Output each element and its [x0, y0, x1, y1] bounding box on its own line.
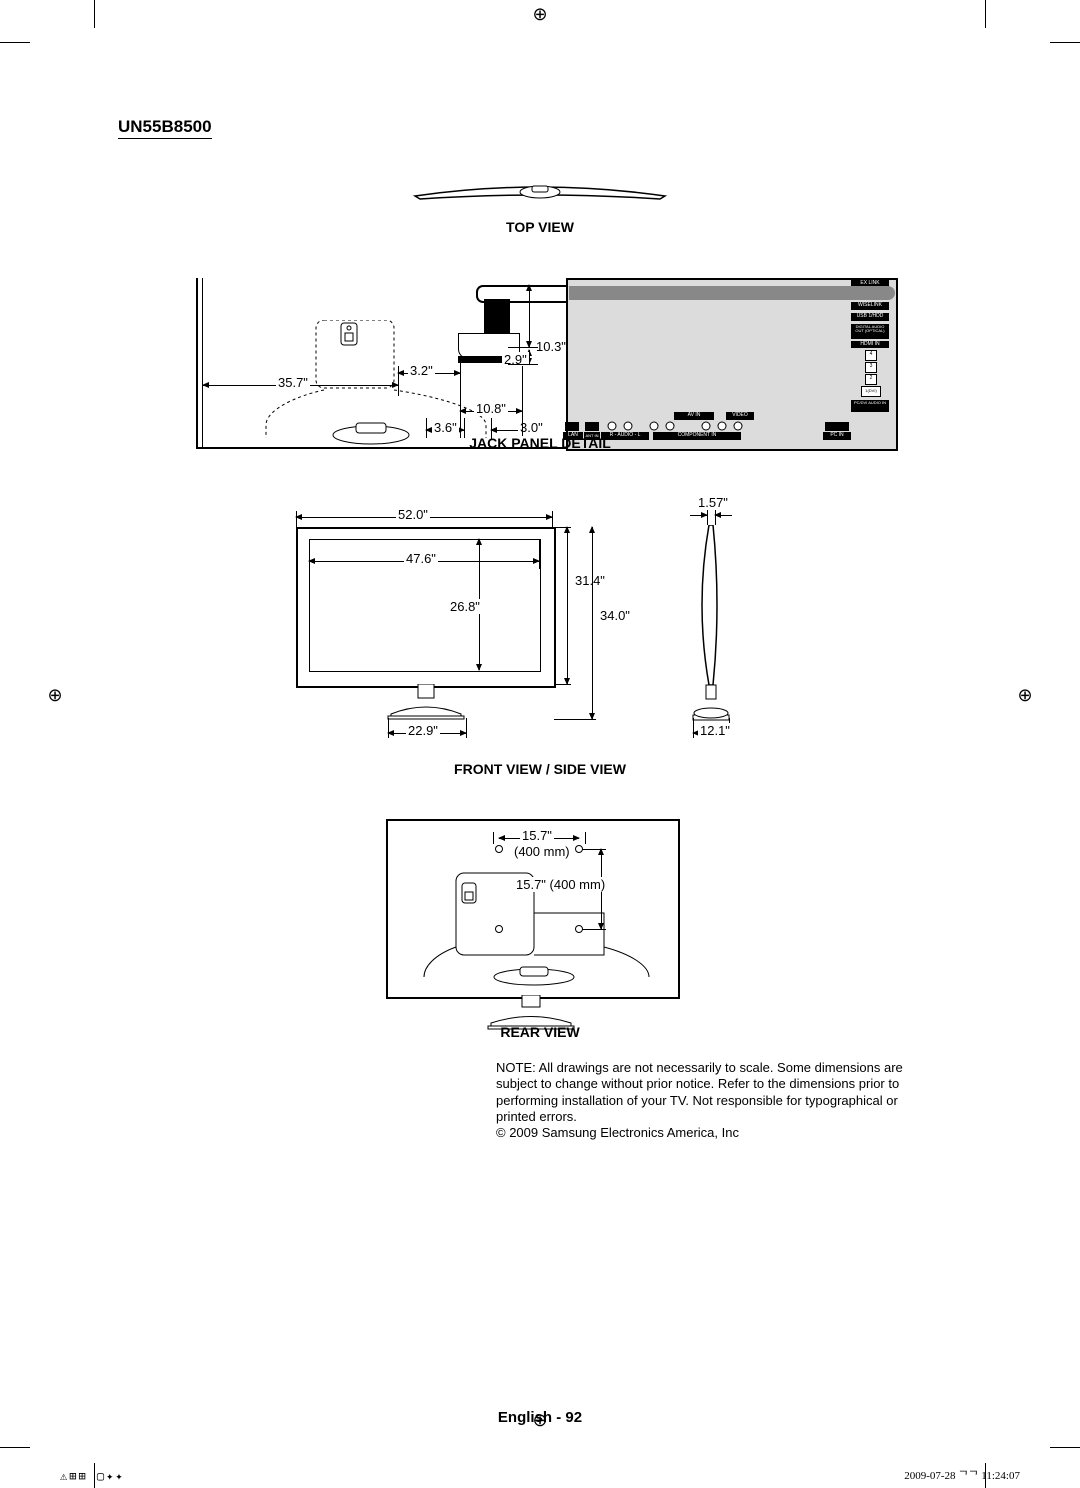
dim-rear-w-mm: (400 mm)	[512, 844, 572, 859]
dim-3-6: 3.6"	[432, 420, 459, 435]
crop-mark	[1050, 42, 1080, 43]
dim-52: 52.0"	[396, 507, 430, 522]
page-content: UN55B8500 TOP VIEW	[96, 44, 984, 1446]
dim-229: 22.9"	[406, 723, 440, 738]
rear-view-label: REAR VIEW	[500, 1024, 579, 1040]
dim-340: 34.0"	[598, 608, 632, 623]
port-video: VIDEO	[726, 412, 754, 420]
crop-mark	[1050, 1447, 1080, 1448]
dim-rear-w-in: 15.7"	[520, 828, 554, 843]
port-hdmi3: 3	[865, 362, 877, 373]
port-hdmi4: 4	[865, 350, 877, 361]
dim-3-2: 3.2"	[408, 363, 435, 378]
dim-157: 1.57"	[696, 495, 730, 510]
port-hdmi2: 2	[865, 374, 877, 385]
front-side-label: FRONT VIEW / SIDE VIEW	[454, 761, 626, 777]
port-usb1: USB 1/HDD	[851, 313, 889, 321]
note-block: NOTE: All drawings are not necessarily t…	[496, 1060, 936, 1141]
page-footer: English - 92	[498, 1409, 582, 1426]
front-side-diagram: 52.0" 47.6" 26.8" 31.4" 34.0" 22.9" 1.57…	[296, 511, 856, 771]
dim-314: 31.4"	[573, 573, 607, 588]
footer-icons: ⚠⊞⊞ ▢✦✦	[60, 1469, 125, 1483]
crop-mark	[94, 0, 95, 28]
top-view-label: TOP VIEW	[506, 219, 574, 235]
dim-10-8: 10.8"	[474, 401, 508, 416]
registration-mark-icon: ⊕	[1015, 685, 1035, 705]
port-hdmi1: 1(DVI)	[861, 386, 881, 397]
note-text: NOTE: All drawings are not necessarily t…	[496, 1060, 903, 1124]
jack-panel-label: JACK PANEL DETAIL	[469, 435, 611, 451]
dim-121: 12.1"	[698, 723, 732, 738]
dim-rear-h: 15.7" (400 mm)	[514, 877, 607, 892]
registration-mark-icon: ⊕	[45, 685, 65, 705]
port-pcin: PC IN	[823, 432, 851, 440]
model-title: UN55B8500	[118, 117, 212, 139]
crop-mark	[0, 42, 30, 43]
registration-mark-icon: ⊕	[530, 4, 550, 24]
crop-mark	[985, 0, 986, 28]
footer-date: 2009-07-28 ᄀᄀ 11:24:07	[904, 1467, 1020, 1483]
port-component-in: COMPONENT IN	[653, 432, 741, 440]
port-optical: DIGITAL AUDIO OUT (OPTICAL)	[851, 324, 889, 339]
dim-10-3: 10.3"	[534, 339, 568, 354]
rear-view-diagram: 15.7" (400 mm) 15.7" (400 mm)	[386, 819, 696, 1034]
note-copyright: © 2009 Samsung Electronics America, Inc	[496, 1125, 739, 1140]
top-view-diagram	[405, 168, 675, 223]
port-wiselink: WISELINK	[851, 302, 889, 310]
crop-mark	[0, 1447, 30, 1448]
dim-35-7: 35.7"	[276, 375, 310, 390]
port-hdmi-in: HDMI IN	[851, 341, 889, 348]
port-avin: AV IN	[674, 412, 714, 420]
dim-476: 47.6"	[404, 551, 438, 566]
dim-268: 26.8"	[448, 599, 482, 614]
port-pcdvi-audio: PC/DVI AUDIO IN	[851, 400, 889, 412]
